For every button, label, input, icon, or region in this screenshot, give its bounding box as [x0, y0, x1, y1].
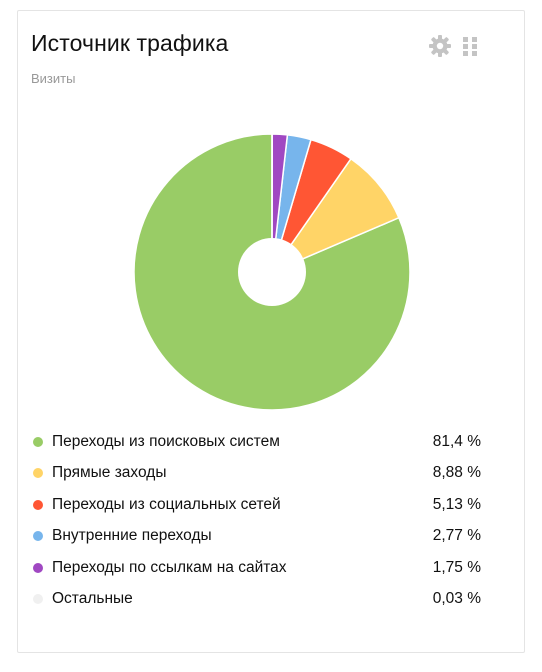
legend-label: Переходы из социальных сетей	[52, 495, 281, 513]
legend-label: Остальные	[52, 590, 133, 608]
legend-color-dot	[33, 562, 43, 573]
legend-item[interactable]: Переходы из социальных сетей 5,13 %	[31, 489, 483, 521]
legend-label: Переходы по ссылкам на сайтах	[52, 558, 287, 576]
legend-value: 81,4 %	[432, 432, 481, 450]
legend-item[interactable]: Внутренние переходы 2,77 %	[31, 521, 483, 553]
legend-item[interactable]: Прямые заходы 8,88 %	[31, 458, 483, 490]
legend-value: 2,77 %	[432, 527, 481, 545]
legend-color-dot	[33, 436, 43, 447]
legend-color-dot	[33, 499, 43, 510]
legend-color-dot	[33, 468, 43, 479]
legend-item[interactable]: Переходы по ссылкам на сайтах 1,75 %	[31, 552, 483, 584]
legend-value: 8,88 %	[432, 464, 481, 482]
legend-item[interactable]: Остальные 0,03 %	[31, 584, 483, 616]
legend-label: Прямые заходы	[52, 464, 167, 482]
legend-color-dot	[33, 531, 43, 542]
pie-chart	[133, 133, 411, 411]
widget-subtitle: Визиты	[31, 71, 76, 86]
legend-label: Переходы из поисковых систем	[52, 432, 280, 450]
widget-title: Источник трафика	[31, 30, 229, 56]
legend-item[interactable]: Переходы из поисковых систем 81,4 %	[31, 426, 483, 458]
legend-value: 0,03 %	[432, 590, 481, 608]
legend-label: Внутренние переходы	[52, 527, 212, 545]
pie-center-hole	[238, 238, 306, 306]
legend-color-dot	[33, 594, 43, 605]
gear-icon[interactable]	[428, 34, 452, 58]
legend-value: 1,75 %	[432, 558, 481, 576]
drag-handle-icon[interactable]	[462, 36, 478, 56]
chart-legend: Переходы из поисковых систем 81,4 % Прямые…	[31, 426, 483, 615]
legend-value: 5,13 %	[432, 495, 481, 513]
